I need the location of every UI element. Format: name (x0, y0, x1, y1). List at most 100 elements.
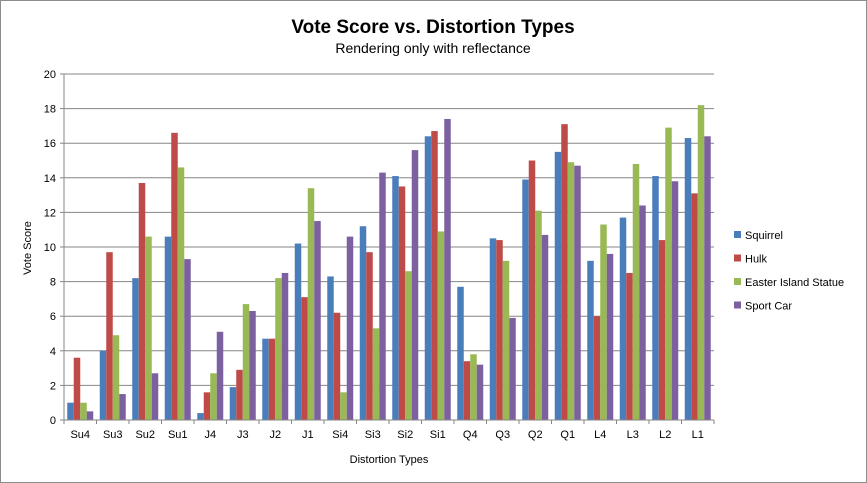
bar-j1-squirrel (294, 243, 302, 420)
bar-si2-hulk (398, 186, 406, 420)
legend-label: Sport Car (745, 301, 792, 313)
bar-l4-squirrel (587, 260, 594, 420)
legend: Squirrel Hulk Easter Island Statue Sport Ca… (734, 230, 844, 313)
axes: 0 2 4 6 8 10 12 14 16 18 20 Su4 Su3 Su2 Su1 J4 J3 J2 J1 Si4… (44, 69, 715, 441)
x-tick-label: J4 (204, 429, 216, 441)
bar-j4-hulk (203, 392, 211, 420)
y-tick-label: 2 (50, 380, 56, 392)
x-tick-label: Su1 (168, 429, 188, 441)
x-tick-label: Si2 (397, 429, 413, 441)
bar-q2-squirrel (522, 179, 529, 420)
x-tick-label: Su2 (135, 429, 155, 441)
bar-j2-sport-car (281, 272, 289, 420)
bar-q4-sport-car (476, 364, 484, 420)
bar-j2-squirrel (262, 338, 269, 420)
bar-si2-squirrel (392, 176, 399, 420)
bar-j4-sport-car (216, 331, 224, 420)
x-tick-label: L1 (692, 429, 704, 441)
x-tick-label: Si3 (365, 429, 381, 441)
chart-subtitle: Rendering only with reflectance (335, 40, 531, 56)
bar-l2-squirrel (652, 176, 659, 420)
x-tick-label: Su4 (70, 429, 90, 441)
bar-j1-sport-car (314, 221, 321, 420)
x-tick-label: L2 (659, 429, 671, 441)
x-tick-label: L4 (594, 429, 606, 441)
bar-l4-easter-island-statue (600, 224, 607, 420)
bar-j4-squirrel (197, 413, 204, 420)
bar-q4-easter-island-statue (470, 354, 477, 420)
x-tick-label: L3 (627, 429, 639, 441)
y-tick-label: 0 (50, 415, 56, 427)
bar-l1-hulk (691, 193, 698, 420)
bar-su3-hulk (106, 252, 113, 420)
bar-si1-squirrel (424, 136, 432, 420)
bar-si3-sport-car (379, 172, 386, 420)
bar-l1-squirrel (684, 138, 692, 420)
y-tick-label: 6 (50, 311, 56, 323)
bar-q2-easter-island-statue (535, 210, 542, 420)
x-tick-label: Q2 (528, 429, 543, 441)
x-tick-label: Q4 (463, 429, 478, 441)
bar-su1-easter-island-statue (177, 167, 185, 420)
y-tick-label: 18 (44, 104, 56, 116)
bar-l4-hulk (593, 316, 601, 420)
x-tick-label: Si4 (332, 429, 348, 441)
bar-su4-easter-island-statue (80, 402, 87, 420)
chart-title: Vote Score vs. Distortion Types (291, 17, 574, 38)
legend-swatch (734, 301, 741, 309)
x-tick-label: J1 (302, 429, 314, 441)
bar-su2-sport-car (151, 373, 159, 420)
bar-si1-hulk (431, 131, 438, 420)
y-tick-label: 14 (44, 173, 56, 185)
bar-si1-sport-car (444, 118, 451, 420)
bar-su4-squirrel (67, 402, 74, 420)
bar-su4-hulk (73, 357, 81, 420)
bar-l3-squirrel (619, 217, 627, 420)
bar-l3-hulk (626, 272, 633, 420)
bar-l4-sport-car (606, 253, 614, 420)
bar-su3-sport-car (119, 394, 126, 420)
bar-j3-easter-island-statue (242, 304, 250, 420)
bar-si3-easter-island-statue (372, 328, 380, 420)
y-tick-label: 16 (44, 138, 56, 150)
bar-l3-easter-island-statue (632, 163, 640, 420)
bar-q2-sport-car (541, 234, 549, 420)
bar-j3-hulk (236, 369, 243, 420)
bar-l3-sport-car (639, 205, 646, 420)
bar-si1-easter-island-statue (437, 231, 445, 420)
y-tick-label: 20 (44, 69, 56, 81)
legend-swatch (734, 231, 741, 238)
bar-l2-hulk (658, 240, 666, 420)
bar-q1-easter-island-statue (567, 162, 575, 421)
legend-label: Hulk (745, 254, 768, 266)
x-tick-label: Q1 (560, 429, 575, 441)
bar-si2-sport-car (411, 150, 419, 420)
bars (67, 105, 711, 421)
legend-label: Easter Island Statue (745, 277, 844, 289)
bar-su2-squirrel (132, 278, 139, 420)
bar-l1-easter-island-statue (697, 105, 705, 420)
bar-j3-sport-car (249, 311, 256, 420)
bar-q3-hulk (496, 240, 503, 420)
bar-j2-easter-island-statue (275, 278, 282, 420)
bar-q3-easter-island-statue (502, 260, 510, 420)
bar-su1-squirrel (164, 236, 172, 420)
bar-si4-sport-car (346, 236, 354, 420)
legend-swatch (734, 254, 741, 262)
x-tick-label: Su3 (103, 429, 123, 441)
x-tick-label: J3 (237, 429, 249, 441)
x-tick-label: Si1 (430, 429, 446, 441)
bar-q1-sport-car (574, 165, 581, 420)
bar-q3-squirrel (489, 238, 497, 420)
y-tick-label: 12 (44, 207, 56, 219)
bar-si4-hulk (333, 312, 341, 420)
bar-q1-squirrel (554, 151, 562, 420)
bar-j2-hulk (268, 338, 276, 420)
bar-si3-hulk (366, 252, 373, 420)
legend-label: Squirrel (745, 230, 783, 242)
x-axis-label: Distortion Types (350, 454, 429, 466)
x-tick-label: J2 (269, 429, 281, 441)
legend-swatch (734, 278, 741, 285)
